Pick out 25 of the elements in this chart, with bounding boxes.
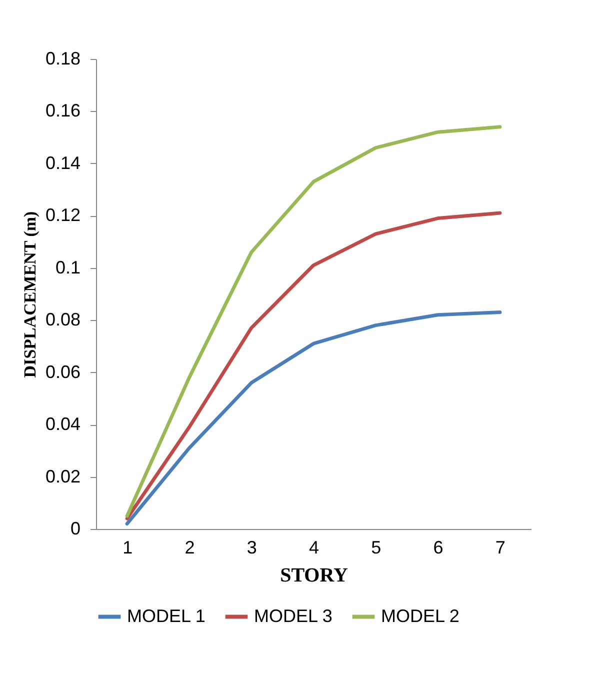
x-axis-title: STORY <box>280 564 348 586</box>
y-tick-label: 0.18 <box>45 48 80 68</box>
legend-label: MODEL 2 <box>381 606 460 626</box>
y-tick-label: 0.02 <box>45 466 80 486</box>
legend-label: MODEL 3 <box>254 606 332 626</box>
line-series <box>125 211 502 520</box>
y-axis-title: DISPLACEMENT (m) <box>20 211 40 378</box>
y-tick-label: 0.06 <box>45 362 80 382</box>
y-tick-label: 0.16 <box>45 100 80 121</box>
y-tick-label: 0.1 <box>55 257 80 278</box>
x-tick-label: 4 <box>308 538 320 558</box>
x-tick-label: 3 <box>246 538 257 558</box>
line-series <box>125 310 502 526</box>
x-tick-label: 7 <box>495 538 506 558</box>
x-tick-label: 2 <box>184 538 195 558</box>
y-tick-label: 0.04 <box>45 414 80 434</box>
y-tick-label: 0 <box>70 518 80 538</box>
line-series <box>125 125 502 518</box>
y-tick-label: 0.12 <box>45 205 80 226</box>
y-tick-label: 0.08 <box>45 310 80 330</box>
x-tick-label: 6 <box>433 538 444 558</box>
x-tick-label: 5 <box>371 538 382 558</box>
legend-label: MODEL 1 <box>127 606 206 626</box>
x-tick-label: 1 <box>122 538 133 558</box>
y-tick-label: 0.14 <box>45 152 80 173</box>
